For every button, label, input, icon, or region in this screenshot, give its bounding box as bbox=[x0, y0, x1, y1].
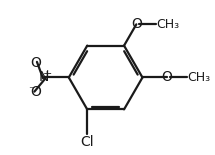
Text: O: O bbox=[30, 56, 41, 70]
Text: CH₃: CH₃ bbox=[187, 71, 210, 84]
Text: Cl: Cl bbox=[80, 135, 94, 149]
Text: CH₃: CH₃ bbox=[157, 18, 180, 31]
Text: O: O bbox=[162, 71, 172, 84]
Text: O: O bbox=[30, 85, 41, 99]
Text: O: O bbox=[131, 17, 142, 31]
Text: +: + bbox=[43, 69, 52, 79]
Text: ⁻: ⁻ bbox=[28, 85, 34, 98]
Text: N: N bbox=[39, 71, 49, 84]
